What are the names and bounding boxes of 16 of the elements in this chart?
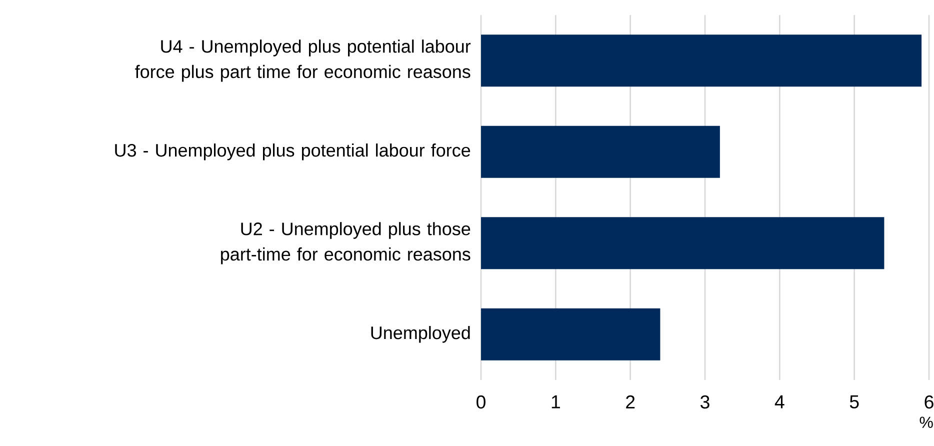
x-axis-title: %: [920, 416, 933, 428]
y-tick-label: U3 - Unemployed plus potential labour force: [115, 143, 470, 160]
x-tick-label: 3: [700, 395, 710, 409]
x-tick-label: 1: [552, 395, 560, 408]
bar: [481, 34, 922, 87]
bar: [481, 126, 720, 178]
x-tick-label: 0: [476, 395, 486, 409]
y-tick-label: U4 - Unemployed plus potential labour force plus part time for economic reasons: [135, 40, 471, 82]
bar: [481, 308, 660, 360]
y-tick-label: U2 - Unemployed plus those part-time for economic reasons: [221, 222, 470, 264]
x-tick-label: 5: [850, 395, 859, 408]
bar: [481, 217, 884, 270]
y-tick-label: Unemployed: [371, 326, 470, 343]
x-tick-label: 6: [924, 395, 934, 409]
x-tick-label: 4: [774, 395, 784, 408]
x-tick-label: 2: [626, 395, 635, 408]
